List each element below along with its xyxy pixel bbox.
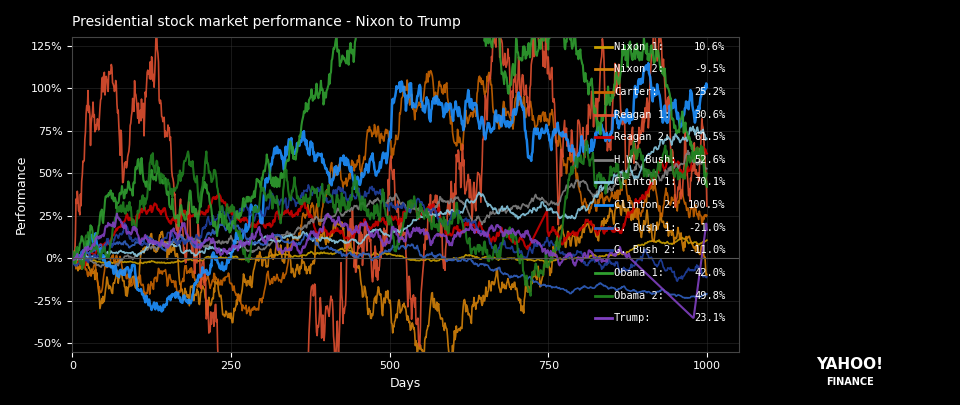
- Text: 61.5%: 61.5%: [694, 132, 725, 142]
- Text: 100.5%: 100.5%: [687, 200, 725, 210]
- X-axis label: Days: Days: [390, 377, 421, 390]
- Text: 23.1%: 23.1%: [694, 313, 725, 323]
- Text: 49.8%: 49.8%: [694, 291, 725, 301]
- Text: YAHOO!: YAHOO!: [816, 357, 883, 372]
- Text: Clinton 1:: Clinton 1:: [614, 177, 677, 188]
- Text: H.W. Bush:: H.W. Bush:: [614, 155, 677, 165]
- Text: 52.6%: 52.6%: [694, 155, 725, 165]
- Text: Reagan 1:: Reagan 1:: [614, 109, 670, 119]
- Text: -11.0%: -11.0%: [687, 245, 725, 256]
- Text: 70.1%: 70.1%: [694, 177, 725, 188]
- Text: Reagan 2:: Reagan 2:: [614, 132, 670, 142]
- Text: Trump:: Trump:: [614, 313, 652, 323]
- Text: -21.0%: -21.0%: [687, 223, 725, 233]
- Text: Clinton 2:: Clinton 2:: [614, 200, 677, 210]
- Text: G. Bush 1:: G. Bush 1:: [614, 223, 677, 233]
- Text: FINANCE: FINANCE: [826, 377, 874, 387]
- Text: 30.6%: 30.6%: [694, 109, 725, 119]
- Text: Presidential stock market performance - Nixon to Trump: Presidential stock market performance - …: [72, 15, 461, 29]
- Text: Nixon 1:: Nixon 1:: [614, 42, 664, 51]
- Text: Obama 2:: Obama 2:: [614, 291, 664, 301]
- Text: 42.0%: 42.0%: [694, 268, 725, 278]
- Text: 25.2%: 25.2%: [694, 87, 725, 97]
- Text: Obama 1:: Obama 1:: [614, 268, 664, 278]
- Y-axis label: Performance: Performance: [15, 155, 28, 234]
- Text: Carter:: Carter:: [614, 87, 658, 97]
- Text: G. Bush 2:: G. Bush 2:: [614, 245, 677, 256]
- Text: 10.6%: 10.6%: [694, 42, 725, 51]
- Text: Nixon 2:: Nixon 2:: [614, 64, 664, 74]
- Text: -9.5%: -9.5%: [694, 64, 725, 74]
